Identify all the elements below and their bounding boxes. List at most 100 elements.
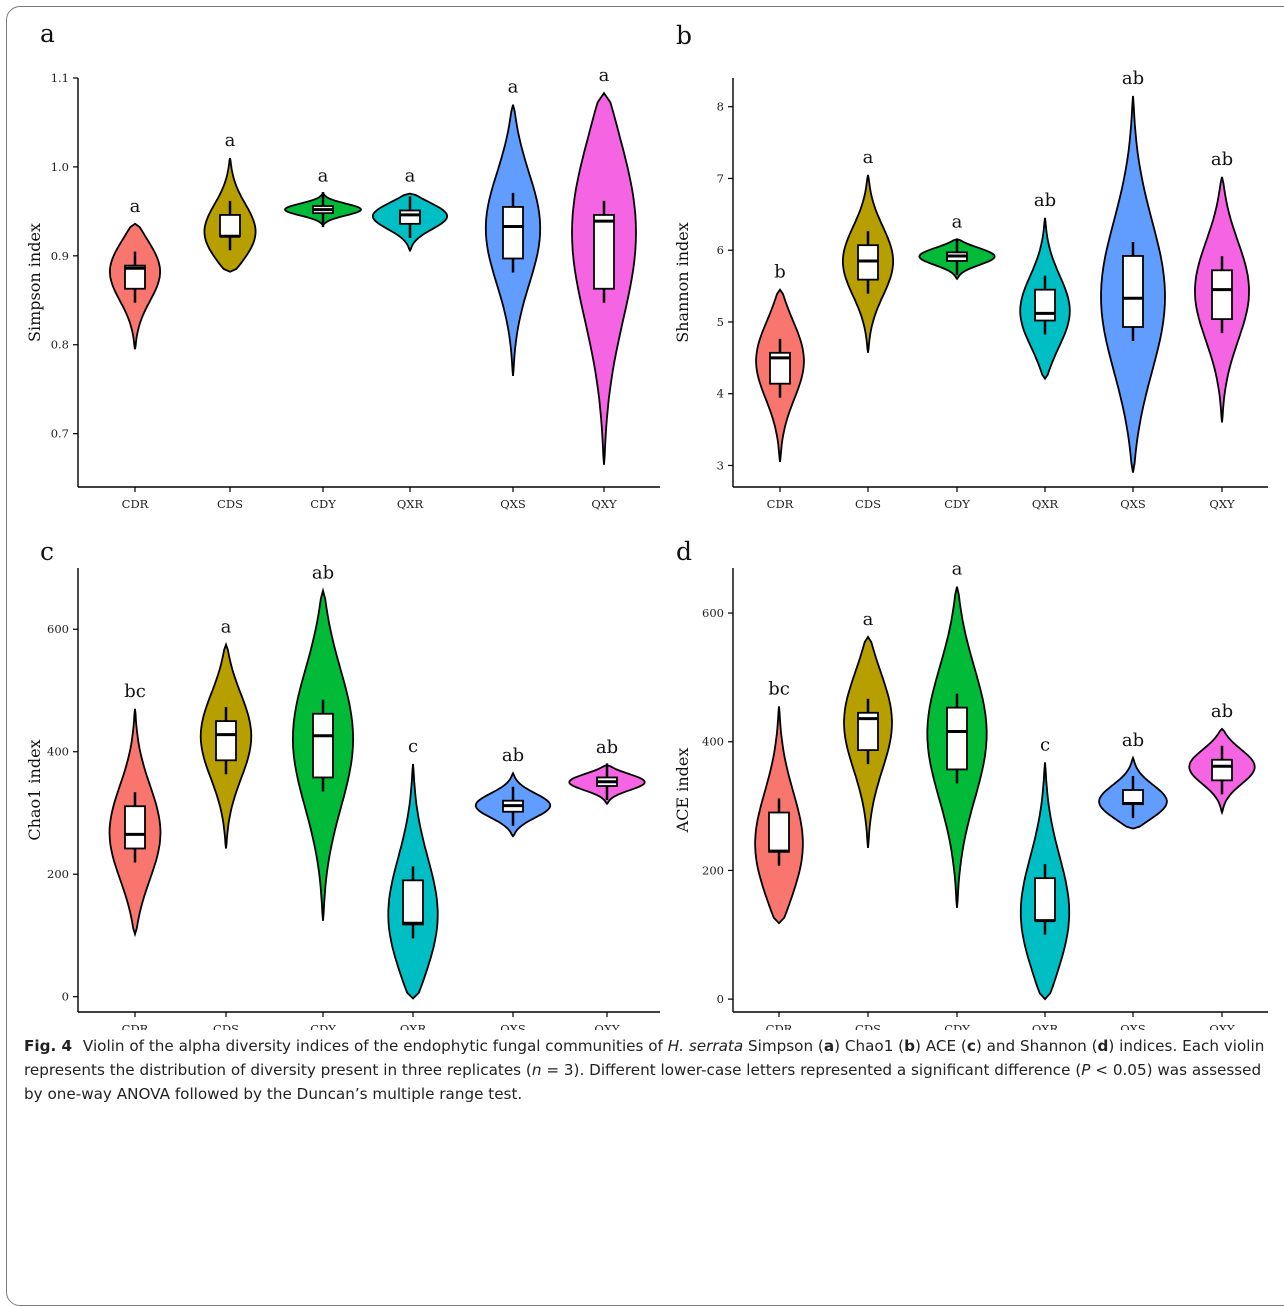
x-tick-label: CDR (766, 1022, 793, 1030)
significance-letter: a (599, 65, 610, 86)
caption-text-simpson: Simpson ( (747, 1037, 824, 1055)
box-QXS (1122, 255, 1144, 328)
caption-text-1: Violin of the alpha diversity indices of… (82, 1037, 663, 1055)
y-tick-label: 0.9 (51, 249, 69, 263)
significance-letter: c (408, 736, 418, 757)
caption-p-var: P (1081, 1061, 1091, 1079)
significance-letter: c (1040, 734, 1050, 755)
box-CDY (312, 712, 334, 779)
x-tick-label: CDR (122, 1022, 149, 1030)
x-tick-label: QXS (500, 1022, 526, 1030)
significance-letter: a (318, 166, 329, 187)
y-tick-label: 3 (717, 458, 724, 472)
panel-c: c 0 200 400 600 Chao1 index CDR bc CDS a CDY ab QXR c… (25, 537, 660, 1030)
significance-letter: b (774, 262, 786, 283)
y-tick-label: 7 (717, 171, 724, 185)
box-QXR (399, 209, 421, 225)
figure-caption: Fig. 4 Violin of the alpha diversity ind… (24, 1034, 1274, 1106)
box-QXR (402, 879, 424, 926)
panel-b: b 3 4 5 6 7 8 Shannon index CDR b CDS a CDY a QXR ab QXS… (673, 21, 1268, 511)
box-QXR (1034, 288, 1056, 322)
significance-letter: a (952, 559, 963, 580)
box-QXY (593, 214, 615, 290)
panel-a: a 0.7 0.8 0.9 1.0 1.1 Simpson index CDR a CDS a CDY… (25, 19, 660, 511)
y-tick-label: 0.8 (51, 338, 69, 352)
x-tick-label: QXY (1209, 497, 1235, 511)
caption-p-value: < 0.05) was assessed by one-way ANOVA fo… (24, 1061, 1262, 1103)
significance-letter: bc (768, 678, 790, 699)
y-tick-label: 0 (62, 990, 69, 1004)
caption-n-var: n (531, 1061, 542, 1079)
significance-letter: bc (124, 681, 146, 702)
y-tick-label: 200 (702, 863, 724, 877)
box-QXS (502, 206, 524, 260)
x-tick-label: QXY (591, 497, 617, 511)
x-tick-label: QXR (1032, 497, 1059, 511)
box-CDR (768, 811, 790, 853)
significance-letter: a (508, 77, 519, 98)
figure-canvas: a 0.7 0.8 0.9 1.0 1.1 Simpson index CDR a CDS a CDY… (25, 19, 1268, 1030)
x-tick-label: QXS (1120, 497, 1146, 511)
caption-n-value: = 3). Different lower-case letters repre… (541, 1061, 1082, 1079)
x-tick-label: QXY (1209, 1022, 1235, 1030)
x-tick-label: CDS (855, 497, 881, 511)
x-tick-label: CDY (310, 1022, 336, 1030)
y-tick-label: 600 (702, 606, 724, 620)
x-tick-label: CDS (217, 497, 243, 511)
significance-letter: a (405, 166, 416, 187)
y-tick-label: 1.1 (51, 71, 69, 85)
caption-ref-c: c (966, 1037, 976, 1055)
caption-text-2: ) indices. Each violin represents the di… (24, 1037, 1265, 1079)
x-tick-label: CDR (767, 497, 794, 511)
significance-letter: ab (502, 745, 524, 766)
x-tick-label: QXR (400, 1022, 427, 1030)
box-CDR (769, 351, 791, 385)
panel-d: d 0 200 400 600 ACE index CDR bc CDS a CDY a QXR c QXS… (673, 537, 1268, 1030)
significance-letter: a (952, 211, 963, 232)
box-CDS (215, 720, 237, 762)
y-tick-label: 600 (47, 622, 69, 636)
y-tick-label: 6 (717, 243, 724, 257)
y-tick-label: 0 (717, 992, 724, 1006)
x-tick-label: CDY (944, 1022, 970, 1030)
x-tick-label: CDS (855, 1022, 881, 1030)
x-tick-label: QXS (500, 497, 526, 511)
caption-text-chao: ) Chao1 ( (834, 1037, 905, 1055)
significance-letter: a (221, 617, 232, 638)
caption-text-shannon: ) and Shannon ( (975, 1037, 1098, 1055)
box-QXY (1211, 269, 1233, 320)
y-tick-label: 200 (47, 867, 69, 881)
significance-letter: ab (312, 563, 334, 584)
x-tick-label: CDS (213, 1022, 239, 1030)
caption-ref-d: d (1097, 1037, 1109, 1055)
x-tick-label: QXS (1120, 1022, 1146, 1030)
significance-letter: ab (1211, 149, 1233, 170)
significance-letter: ab (596, 737, 618, 758)
box-CDS (857, 711, 879, 752)
caption-ref-a: a (823, 1037, 835, 1055)
box-CDR (124, 805, 146, 850)
y-tick-label: 1.0 (51, 160, 69, 174)
x-tick-label: CDR (122, 497, 149, 511)
box-QXR (1034, 877, 1056, 922)
x-tick-label: QXY (594, 1022, 620, 1030)
panel-label: a (40, 19, 55, 48)
panel-label: c (40, 537, 54, 566)
y-axis-label: Chao1 index (25, 739, 44, 840)
panel-label: b (676, 21, 692, 50)
box-CDR (124, 264, 146, 290)
y-tick-label: 400 (47, 745, 69, 759)
caption-text-ace: ) ACE ( (914, 1037, 967, 1055)
x-tick-label: QXR (397, 497, 424, 511)
caption-species: H. serrata (667, 1037, 744, 1055)
significance-letter: a (863, 147, 874, 168)
significance-letter: ab (1122, 730, 1144, 751)
y-tick-label: 400 (702, 735, 724, 749)
y-tick-label: 0.7 (51, 427, 69, 441)
y-tick-label: 5 (717, 315, 724, 329)
y-axis-label: Simpson index (25, 223, 44, 342)
box-QXY (1211, 758, 1233, 782)
x-tick-label: CDY (310, 497, 336, 511)
panel-label: d (676, 537, 692, 566)
y-axis-label: ACE index (673, 748, 692, 834)
